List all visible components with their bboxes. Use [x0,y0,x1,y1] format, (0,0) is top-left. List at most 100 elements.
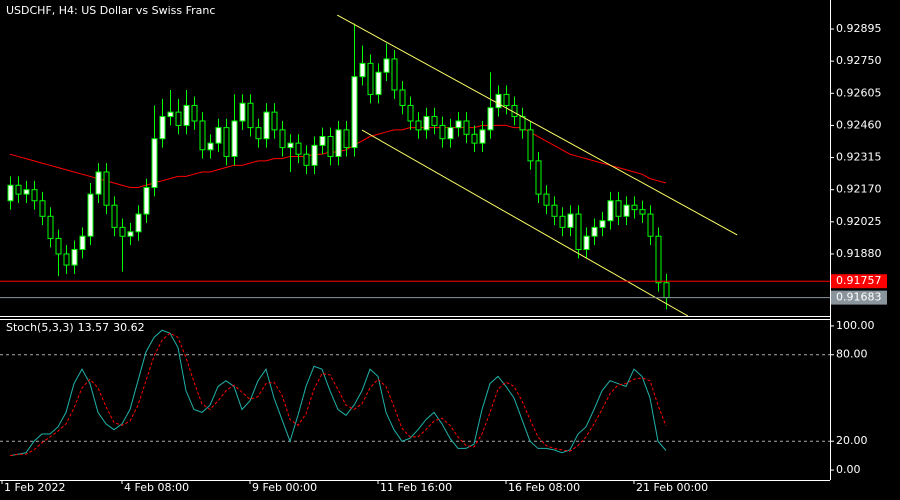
candle-body [55,237,62,255]
candle-body [175,111,182,126]
candle-body [231,120,238,157]
candle-body [655,235,662,284]
candle-body [327,136,334,157]
candle-body [607,200,614,222]
candle-body [519,116,526,131]
axes: 0.92895 0.92750 0.92605 0.92460 0.92315 0.921… [1,22,887,494]
candle-body [199,120,206,151]
candle-body [71,249,78,266]
candle-body [567,213,574,228]
candle-body [471,133,478,144]
candle-body [575,213,582,251]
candle-body [487,107,494,131]
candle-body [351,76,358,149]
candle-body [455,120,462,129]
y-tick-label: 0.92025 [836,215,882,228]
candle-body [415,120,422,131]
candle-body [423,116,430,131]
candle-body [151,138,158,188]
candle-body [47,215,54,239]
candle-body [271,111,278,131]
candle-body [447,127,454,140]
candle-body [31,189,38,202]
candle-body [63,253,70,266]
y-tick-label: 0.92315 [836,151,882,164]
candle-body [247,102,254,129]
trend-line [361,129,689,316]
candle-body [559,215,566,228]
price-label: 0.91683 [836,291,882,304]
y-tick-label: 0.91880 [836,247,882,260]
candle-body [295,142,302,155]
stoch-line [9,329,667,457]
candle-body [375,71,382,95]
price-label: 0.91757 [836,274,882,287]
candle-body [263,111,270,140]
candle-body [359,62,366,78]
candle-body [439,124,446,140]
y-tick-label: 0.92170 [836,183,882,196]
x-tick-label: 4 Feb 08:00 [124,481,189,494]
candle-body [255,127,262,140]
candle-body [335,129,342,157]
candle-body [599,220,606,228]
candle-body [543,193,550,206]
candle-body [319,136,326,146]
candle-body [39,200,46,217]
candle-body [167,111,174,118]
indicator-value: 30.62 [113,321,145,334]
candle-body [615,200,622,217]
candle-body [287,142,294,149]
price-pane [0,14,830,316]
x-tick-label: 9 Feb 00:00 [252,481,317,494]
y-tick-label: 20.00 [836,434,868,447]
candle-body [551,204,558,217]
candle-body [15,184,22,195]
candle-body [135,213,142,233]
x-tick-label: 21 Feb 00:00 [636,481,708,494]
candle-body [23,189,30,195]
candle-body [463,120,470,135]
x-tick-label: 1 Feb 2022 [4,481,65,494]
x-tick-label: 11 Feb 16:00 [380,481,452,494]
y-tick-label: 0.92460 [836,118,882,131]
x-tick-label: 16 Feb 08:00 [508,481,580,494]
candle-body [431,116,438,126]
candle-body [87,193,94,237]
candle-body [639,209,646,215]
y-tick-label: 80.00 [836,348,868,361]
candle-body [631,204,638,211]
y-tick-label: 0.00 [836,463,861,476]
candle-body [479,129,486,144]
candle-body [239,102,246,122]
candle-body [527,129,534,162]
candle-body [407,104,414,122]
candle-body [495,93,502,109]
y-tick-label: 100.00 [836,319,875,332]
trend-line [336,14,738,236]
y-tick-label: 0.92750 [836,54,882,67]
candle-body [535,160,542,195]
candle-body [391,58,398,91]
price-label-box [831,274,887,289]
candle-body [583,235,590,251]
candle-body [343,129,350,149]
candle-body [647,213,654,237]
candle-body [215,127,222,144]
candle-body [207,142,214,151]
candle-body [7,184,14,202]
candle-body [103,171,110,206]
candle-body [143,186,150,215]
candle-body [191,104,198,122]
stoch-pane [0,329,830,457]
candle-body [183,104,190,126]
candle-body [399,89,406,106]
candle-body [223,127,230,157]
price-label-box [831,290,887,305]
candle-body [383,58,390,73]
indicator-title: Stoch(5,3,3) [6,321,74,334]
candle-body [279,129,286,149]
